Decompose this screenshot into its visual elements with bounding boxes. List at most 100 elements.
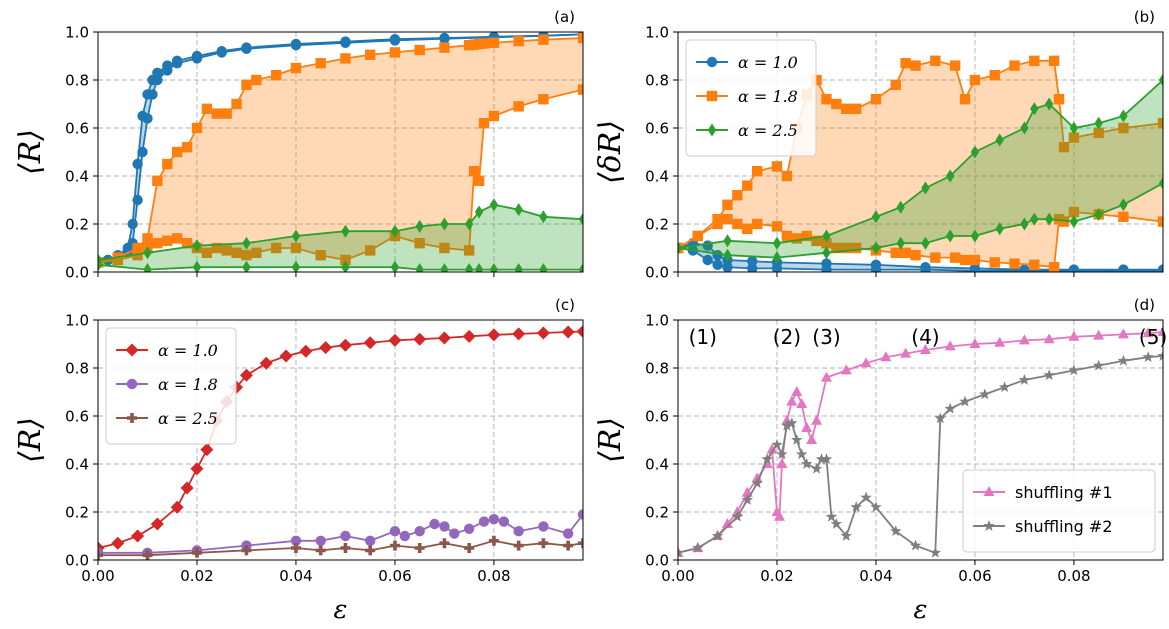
series-marker bbox=[771, 438, 783, 450]
band-marker-lower bbox=[468, 166, 480, 177]
band-marker-lower bbox=[1009, 258, 1020, 269]
band-marker-lower bbox=[910, 250, 921, 261]
series-marker bbox=[299, 344, 313, 358]
band-marker-upper bbox=[949, 60, 961, 71]
band-marker-lower bbox=[1069, 215, 1079, 229]
band-marker-lower bbox=[578, 263, 583, 272]
annotation: (2) bbox=[773, 325, 801, 349]
band-marker-lower bbox=[142, 113, 153, 124]
series-marker bbox=[870, 501, 882, 513]
annotation: (1) bbox=[689, 325, 717, 349]
legend-box bbox=[685, 39, 817, 157]
annotation: (5) bbox=[1139, 325, 1167, 349]
band-marker-upper bbox=[970, 145, 980, 159]
band-marker-upper bbox=[896, 200, 905, 214]
band-marker-lower bbox=[98, 258, 103, 272]
series-marker bbox=[439, 521, 450, 532]
series-marker bbox=[538, 521, 549, 532]
band-marker-lower bbox=[949, 252, 961, 263]
series-marker bbox=[437, 331, 451, 345]
y-tick-label: 1.0 bbox=[645, 24, 669, 42]
band-marker-upper bbox=[1053, 94, 1065, 105]
y-tick-label: 0.8 bbox=[645, 360, 669, 378]
band-marker-lower bbox=[270, 242, 282, 254]
band-marker-lower bbox=[1157, 265, 1163, 272]
legend-label: α = 1.8 bbox=[738, 87, 798, 106]
y-tick-label: 1.0 bbox=[645, 312, 669, 330]
band-marker-lower bbox=[364, 245, 376, 256]
band-marker-lower bbox=[723, 248, 732, 262]
legend: α = 1.0 α = 1.8 α = 2.5 bbox=[685, 39, 817, 157]
legend: α = 1.0 α = 1.8 α = 2.5 bbox=[105, 327, 237, 445]
series-marker bbox=[512, 327, 526, 341]
series-marker bbox=[488, 535, 499, 546]
band-marker-lower bbox=[1044, 212, 1054, 226]
legend-box bbox=[105, 327, 237, 445]
y-tick-label: 0.2 bbox=[645, 216, 669, 234]
series-marker bbox=[259, 356, 273, 370]
band-marker-upper bbox=[732, 190, 743, 201]
series-marker bbox=[1157, 350, 1163, 361]
x-axis-label: ε bbox=[334, 595, 348, 625]
band-marker-lower bbox=[132, 194, 143, 206]
series-marker bbox=[929, 546, 942, 558]
series-marker bbox=[820, 453, 833, 465]
y-tick-label: 0.2 bbox=[645, 504, 669, 522]
band-marker-lower bbox=[162, 235, 173, 246]
band-marker-lower bbox=[989, 257, 1000, 268]
band-marker-lower bbox=[414, 238, 425, 249]
band-marker-upper bbox=[900, 58, 911, 69]
band-marker-lower bbox=[742, 223, 753, 234]
band-marker-upper bbox=[390, 224, 400, 238]
band-marker-lower bbox=[1058, 216, 1070, 227]
legend-marker bbox=[126, 378, 138, 390]
series-marker bbox=[462, 329, 476, 343]
band-marker-lower bbox=[440, 263, 449, 272]
band-green bbox=[98, 198, 583, 272]
series-marker bbox=[801, 422, 813, 432]
band-marker-upper bbox=[1094, 116, 1103, 130]
series-marker bbox=[513, 540, 524, 551]
series-marker bbox=[811, 414, 823, 425]
band-marker-lower bbox=[771, 221, 783, 232]
band-marker-upper bbox=[945, 169, 955, 183]
band-marker-upper bbox=[1119, 109, 1128, 123]
band-marker-lower bbox=[152, 238, 163, 249]
legend-label: α = 1.0 bbox=[738, 53, 798, 72]
band-marker-upper bbox=[231, 98, 242, 110]
band-marker-lower bbox=[171, 233, 183, 244]
band-marker-lower bbox=[201, 247, 213, 258]
band-marker-upper bbox=[1009, 60, 1020, 71]
series-marker bbox=[239, 368, 253, 382]
band-marker-upper bbox=[242, 236, 251, 250]
series-marker bbox=[290, 543, 301, 553]
band-marker-lower bbox=[221, 245, 232, 256]
band-marker-upper bbox=[1093, 127, 1104, 138]
series-brown bbox=[98, 535, 583, 560]
panel-b: 0.00.20.40.60.81.0(b)⟨δR⟩α = 1.0α = 1.8α… bbox=[593, 8, 1164, 282]
series-marker bbox=[909, 539, 922, 551]
band-marker-lower bbox=[900, 247, 911, 258]
band-marker-lower bbox=[191, 53, 203, 64]
band-fill bbox=[98, 204, 583, 270]
y-axis-label: ⟨R⟩ bbox=[13, 129, 48, 175]
series-marker bbox=[919, 344, 931, 354]
band-marker-lower bbox=[1157, 216, 1163, 227]
band-marker-lower bbox=[242, 260, 251, 272]
series-gray bbox=[678, 350, 1163, 558]
series-marker bbox=[488, 514, 500, 525]
band-marker-lower bbox=[692, 230, 703, 242]
y-axis-label: ⟨R⟩ bbox=[593, 417, 628, 463]
series-marker bbox=[279, 349, 293, 363]
series-marker bbox=[820, 371, 832, 382]
band-marker-lower bbox=[791, 233, 802, 244]
band-marker-lower bbox=[132, 250, 143, 261]
band-marker-upper bbox=[513, 35, 524, 47]
series-marker bbox=[241, 545, 252, 556]
band-fill bbox=[678, 80, 1163, 258]
band-marker-upper bbox=[1029, 55, 1040, 66]
x-tick-label: 0.06 bbox=[378, 567, 411, 585]
x-tick-label: 0.08 bbox=[477, 567, 510, 585]
axes-frame bbox=[97, 319, 584, 561]
band-marker-lower bbox=[474, 263, 484, 272]
